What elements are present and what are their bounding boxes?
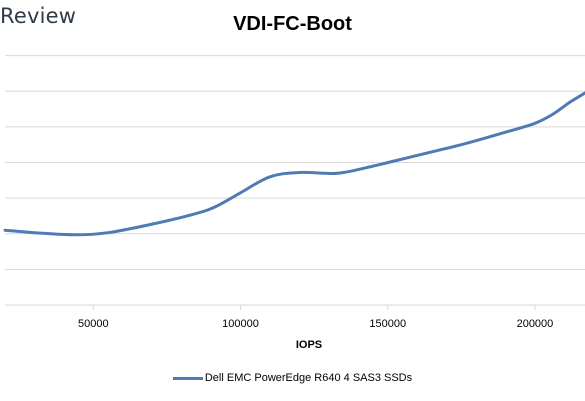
series-line-1	[3, 91, 585, 237]
x-tick-label: 50000	[78, 318, 109, 330]
legend-entry-label: Dell EMC PowerEdge R640 4 SAS3 SSDs	[204, 372, 413, 384]
x-tick-label: 150000	[369, 318, 406, 330]
gridlines	[5, 55, 585, 270]
x-axis	[5, 304, 585, 310]
review-logo: Review	[0, 4, 77, 28]
legend: Dell EMC PowerEdge R640 4 SAS3 SSDs	[0, 372, 585, 384]
x-tick-label: 100000	[222, 318, 259, 330]
series-layer	[3, 91, 585, 237]
x-tick-labels: 50000 100000 150000 200000	[78, 318, 553, 330]
legend-swatch	[172, 376, 203, 380]
chart-title: VDI-FC-Boot	[233, 13, 352, 35]
x-tick-label: 200000	[517, 318, 554, 330]
x-axis-label: IOPS	[296, 339, 322, 351]
